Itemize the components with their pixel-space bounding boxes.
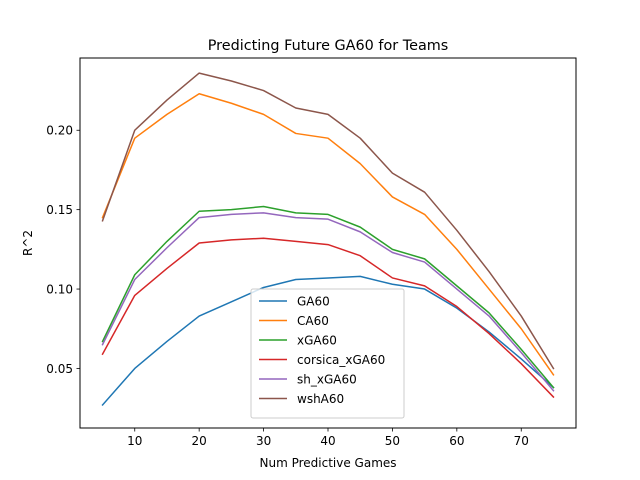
x-tick-label: 60 [449,434,464,448]
x-tick-label: 50 [385,434,400,448]
legend-label-sh_xGA60: sh_xGA60 [297,372,357,386]
y-tick-label: 0.20 [46,124,73,138]
legend-label-corsica_xGA60: corsica_xGA60 [297,353,385,367]
legend-box [250,288,405,419]
x-axis-label: Num Predictive Games [259,456,396,470]
x-tick-label: 70 [514,434,529,448]
x-tick-label: 20 [192,434,207,448]
series-line-sh_xGA60 [101,212,555,392]
chart-title: Predicting Future GA60 for Teams [208,38,449,54]
y-tick-label: 0.15 [46,203,73,217]
legend: GA60 CA60 xGA60 corsica_xGA60 sh_xGA60 wshA60 [250,288,405,419]
y-axis-ticks: 0.05 0.10 0.15 0.20 [46,124,80,376]
series-line-wshA60 [101,72,555,370]
series-line-CA60 [101,92,555,376]
x-axis-ticks: 10 20 30 40 50 60 70 [127,428,529,448]
series-line-corsica_xGA60 [101,237,555,399]
x-tick-label: 40 [320,434,335,448]
legend-label-CA60: CA60 [297,314,329,328]
x-tick-label: 30 [256,434,271,448]
y-axis-label: R^2 [21,230,35,256]
series-line-xGA60 [101,205,555,389]
legend-label-GA60: GA60 [297,294,330,308]
y-tick-label: 0.10 [46,282,73,296]
x-tick-label: 10 [127,434,142,448]
y-tick-label: 0.05 [46,362,73,376]
series-lines [101,72,555,407]
legend-label-xGA60: xGA60 [297,333,337,347]
legend-label-wshA60: wshA60 [297,392,344,406]
